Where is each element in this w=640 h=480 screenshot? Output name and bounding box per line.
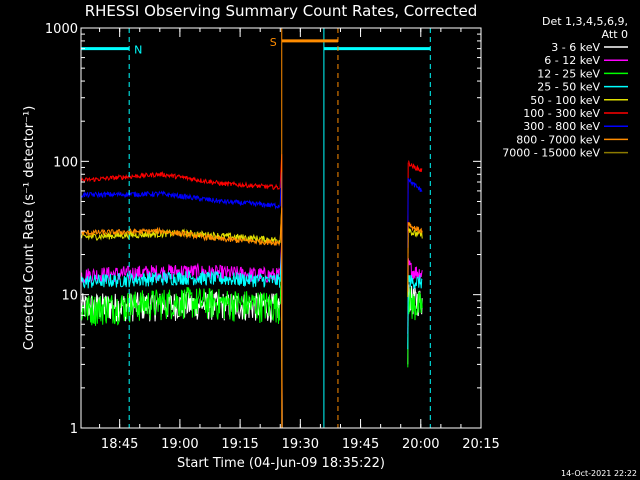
series-line-1 [80, 262, 281, 284]
series-line-after-6 [408, 177, 423, 192]
series-line-2 [80, 286, 281, 326]
y-tick-label: 1 [70, 422, 78, 437]
x-tick-label: 20:15 [462, 437, 499, 452]
footer-date: 14-Oct-2021 22:22 [561, 469, 637, 478]
x-axis-label: Start Time (04-Jun-09 18:35:22) [177, 456, 385, 471]
legend-label-8: 7000 - 15000 keV [502, 147, 600, 160]
legend-header-attenuator: Att 0 [602, 28, 628, 41]
plot-area: NS [80, 28, 431, 429]
legend-label-1: 6 - 12 keV [544, 54, 600, 67]
night-label: N [134, 44, 142, 57]
series-line-5 [80, 171, 280, 191]
series-line-6 [80, 190, 281, 210]
saa-label: S [270, 36, 277, 49]
legend-label-2: 12 - 25 keV [537, 67, 600, 80]
series-line-3 [80, 269, 281, 289]
legend-label-5: 100 - 300 keV [523, 107, 600, 120]
y-axis-label: Corrected Count Rate (s⁻¹ detector⁻¹) [22, 106, 37, 351]
x-tick-label: 19:45 [342, 437, 379, 452]
series-line-after-2 [407, 287, 423, 321]
x-axis-ticks: 18:45 19:00 19:15 19:30 19:45 20:00 20:15 [99, 28, 500, 452]
series-line-after-3 [407, 274, 423, 290]
plot-frame [80, 27, 482, 429]
y-tick-label: 10 [61, 289, 78, 304]
y-tick-label: 1000 [45, 22, 78, 37]
x-tick-label: 20:00 [402, 437, 439, 452]
x-tick-label: 19:15 [221, 437, 258, 452]
legend-header-detectors: Det 1,3,4,5,6,9, [542, 15, 628, 28]
series-line-7 [80, 226, 281, 247]
x-tick-label: 18:45 [101, 437, 138, 452]
x-tick-label: 19:00 [161, 437, 198, 452]
y-tick-label: 100 [53, 155, 78, 170]
legend-label-6: 300 - 800 keV [523, 120, 600, 133]
legend-label-4: 50 - 100 keV [530, 94, 600, 107]
chart-title: RHESSI Observing Summary Count Rates, Co… [85, 2, 478, 20]
series-line-after-7 [408, 222, 423, 235]
y-axis-ticks: 1 10 100 1000 [45, 22, 481, 437]
legend-label-3: 25 - 50 keV [537, 81, 600, 94]
legend-label-0: 3 - 6 keV [551, 41, 600, 54]
series-line-after-5 [408, 160, 423, 173]
x-tick-label: 19:30 [282, 437, 319, 452]
legend-label-7: 800 - 7000 keV [516, 133, 600, 146]
